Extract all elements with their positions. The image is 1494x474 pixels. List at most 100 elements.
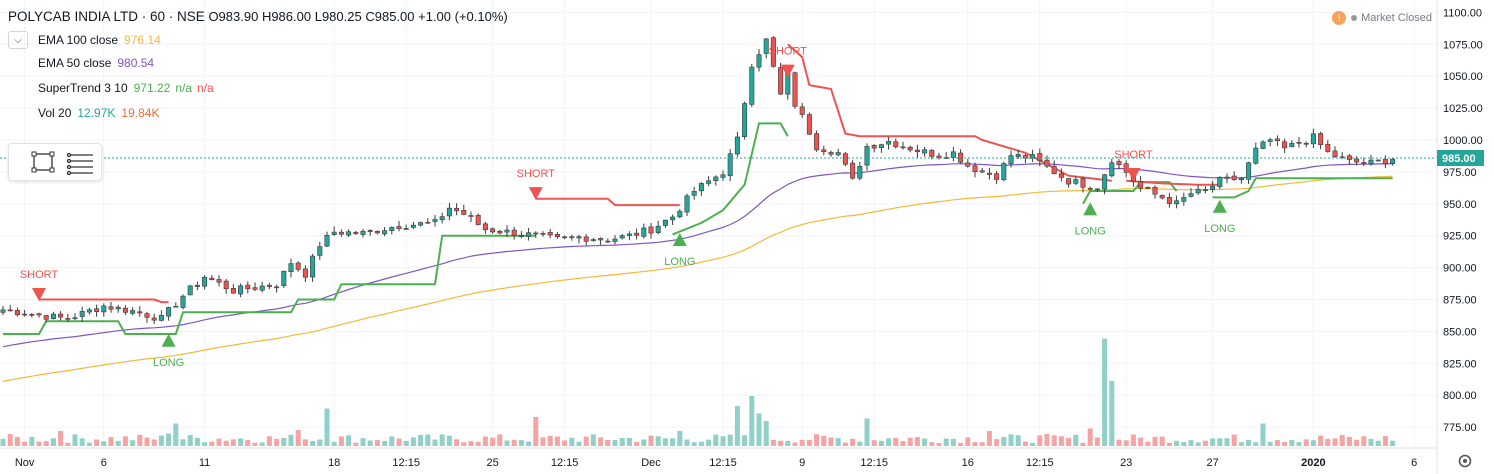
candle [1202,186,1208,194]
candle-body [598,238,604,241]
candle [526,227,532,241]
candlesticks [0,36,1396,325]
candle [223,278,229,294]
volume-bar [878,440,884,446]
candle [173,302,179,308]
candle [1181,192,1187,206]
volume-bar [79,438,85,446]
candle-body [482,223,488,231]
volume-bar [511,439,517,446]
candle [482,221,488,234]
price-tick-label: 975.00 [1443,167,1477,179]
settings-gear-icon[interactable] [1458,454,1472,468]
candle-body [1368,159,1374,165]
volume-bar [677,431,683,446]
ema-100-path [2,175,1393,382]
collapse-indicators-chevron-icon[interactable]: ⌵ [8,31,28,49]
candle-body [655,225,661,233]
volume-bar [382,440,388,446]
candle [1282,138,1288,154]
volume-bar [7,434,13,446]
candle-body [684,195,690,213]
short-label: SHORT [769,46,808,58]
volume-bar [216,438,222,446]
volume-bar [1332,438,1338,446]
long-arrow-icon [161,333,176,347]
price-tick-label: 925.00 [1443,231,1477,243]
candle-body [1195,188,1201,194]
ema-50-line [2,163,1393,348]
price-tick-label: 800.00 [1443,390,1477,402]
volume-bar [1058,436,1064,446]
candle [144,311,150,323]
candle-body [58,313,64,318]
candle-body [734,136,740,155]
volume-bar [403,440,409,446]
indicator-ema50[interactable]: EMA 50 close 980.54 [8,56,154,70]
volume-bar [634,441,640,446]
volume-bar [1087,428,1093,446]
candle-body [108,306,114,310]
candle-body [806,114,812,135]
candle [497,229,503,235]
candle [922,146,928,157]
indicator-value: 12.97K [77,106,116,120]
long-signal: LONG [153,333,184,369]
volume-bar [446,435,452,446]
candle [684,193,690,217]
volume-bar [115,440,121,446]
indicator-supertrend[interactable]: SuperTrend 3 10 971.22 n/a n/a [8,81,214,95]
candle [626,231,632,241]
candle [281,270,287,288]
candle [1289,140,1295,148]
candle [907,145,913,153]
volume-bar [1310,440,1316,446]
time-tick-label: 11 [199,457,210,469]
volume-bar [274,438,280,446]
candle [439,212,445,224]
volume-bar [1346,436,1352,446]
indicator-value: 19.84K [121,106,160,120]
time-tick-label: 23 [1120,457,1132,469]
candle-body [238,285,244,295]
indicator-volume[interactable]: Vol 20 12.97K 19.84K [8,106,159,120]
candle-body [1289,142,1295,147]
volume-bar [1008,434,1014,446]
candle [1246,161,1252,185]
candle [310,253,316,282]
market-status[interactable]: ! Market Closed [1332,11,1432,25]
text-note-tool-icon[interactable] [66,152,94,176]
candle [266,282,272,290]
candle [1274,135,1280,147]
volume-bar [1116,439,1122,446]
supertrend-up-segment [1212,177,1393,199]
candle-body [158,314,164,321]
volume-bar [475,441,481,446]
candle-body [1044,159,1050,167]
candle-body [662,219,668,226]
rectangle-tool-icon[interactable] [31,151,55,173]
indicator-ema100[interactable]: ⌵ EMA 100 close 976.14 [8,31,161,49]
candle-body [1296,142,1302,144]
volume-bar [288,434,294,446]
volume-bar [943,438,949,446]
short-label: SHORT [1114,149,1153,161]
candle-body [965,162,971,167]
volume-bar [1123,440,1129,446]
candle-body [425,221,431,224]
volume-bar [612,439,618,446]
volume-bar [835,438,841,446]
candle [677,209,683,219]
candle-body [454,208,460,212]
candle [1217,176,1223,190]
candle [986,167,992,180]
candle [878,143,884,153]
indicator-name: SuperTrend 3 10 [38,81,128,95]
candle [1339,152,1345,159]
candle [720,170,726,181]
volume-bar [749,396,755,446]
price-tick-label: 1050.00 [1443,71,1483,83]
candle-body [1332,150,1338,157]
volume-bar [1390,440,1396,446]
